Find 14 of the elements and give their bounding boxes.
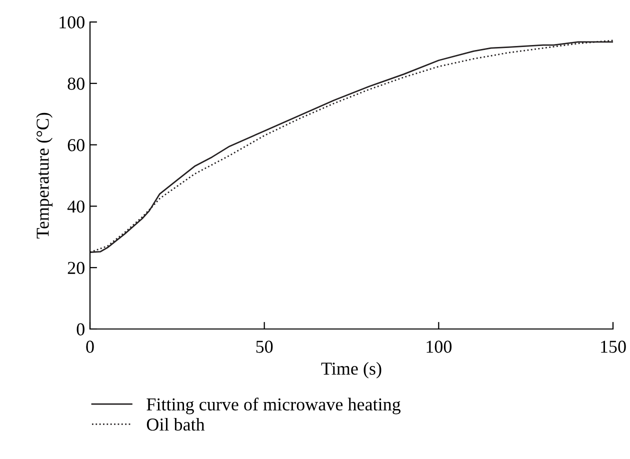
y-tick-label: 40	[67, 200, 84, 213]
y-tick-label: 60	[68, 139, 84, 152]
x-axis-title: Time (s)	[321, 362, 382, 378]
y-axis-title: Temperature (°C)	[36, 112, 52, 239]
x-tick-label: 100	[426, 340, 452, 353]
y-tick-label: 20	[68, 262, 84, 274]
y-tick-label: 100	[60, 16, 84, 28]
legend-label: Oil bath	[146, 418, 205, 431]
x-tick-label: 0	[86, 340, 94, 353]
legend-label: Fitting curve of microwave heating	[146, 398, 401, 414]
x-tick-label: 50	[256, 340, 273, 353]
y-tick-label: 0	[76, 323, 84, 336]
y-tick-label: 80	[68, 78, 84, 90]
x-tick-label: 150	[601, 340, 626, 353]
